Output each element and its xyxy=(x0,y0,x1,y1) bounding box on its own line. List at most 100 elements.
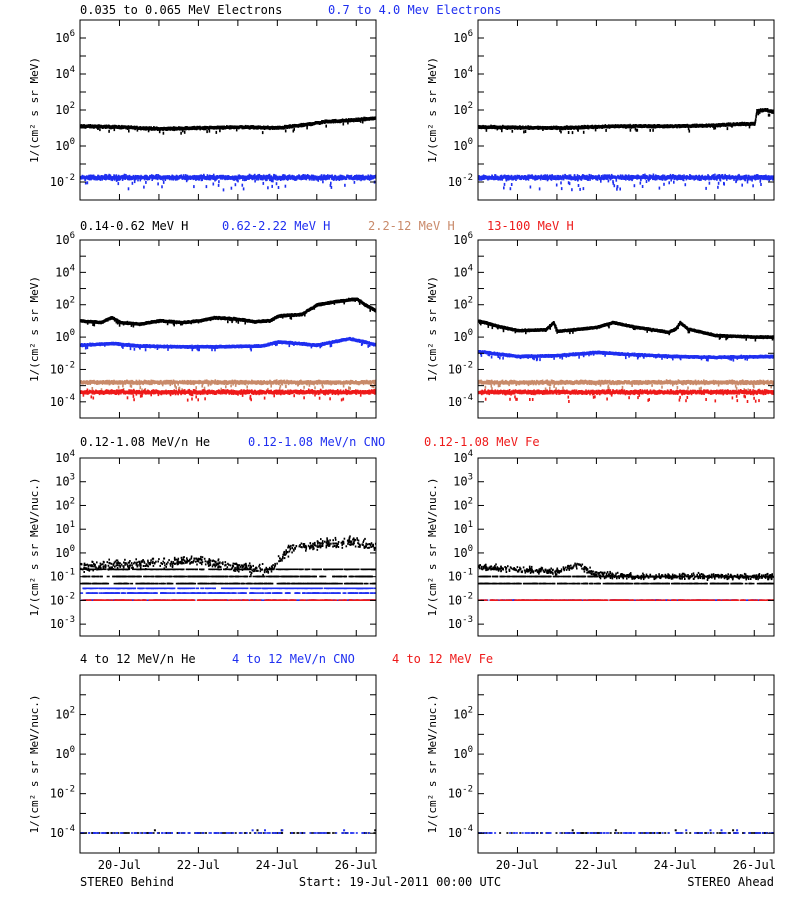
data-point xyxy=(494,177,496,181)
data-point xyxy=(235,128,238,132)
data-point xyxy=(598,174,600,178)
data-point xyxy=(136,128,139,132)
data-point xyxy=(262,176,264,180)
data-point xyxy=(121,178,124,181)
data-point xyxy=(611,176,614,180)
data-point xyxy=(605,128,607,132)
data-point xyxy=(757,112,760,116)
data-point xyxy=(258,173,261,177)
data-point xyxy=(230,186,233,190)
data-point xyxy=(344,183,346,187)
data-point xyxy=(244,175,246,179)
data-point xyxy=(266,177,268,181)
data-point xyxy=(767,113,770,117)
data-point xyxy=(561,177,563,181)
data-point xyxy=(195,177,197,181)
data-point xyxy=(139,178,142,182)
data-point xyxy=(122,345,124,349)
data-point xyxy=(712,174,715,178)
data-point xyxy=(757,174,759,178)
data-point xyxy=(162,131,165,135)
data-point xyxy=(305,177,308,181)
data-point xyxy=(145,174,147,178)
data-point xyxy=(356,177,358,181)
data-point xyxy=(330,175,332,178)
data-point xyxy=(560,130,562,134)
data-point xyxy=(333,301,336,305)
data-point xyxy=(754,119,757,123)
data-point xyxy=(560,181,562,185)
data-point xyxy=(84,346,87,350)
data-point xyxy=(231,320,233,324)
data-point xyxy=(145,180,147,184)
data-point xyxy=(550,177,553,181)
data-point xyxy=(718,174,720,177)
data-point xyxy=(139,346,141,350)
data-point xyxy=(183,130,186,134)
data-point xyxy=(86,321,89,325)
data-point xyxy=(734,175,737,179)
data-point xyxy=(273,174,276,178)
data-point xyxy=(104,173,106,177)
y-axis-label: 1/(cm² s sr MeV) xyxy=(28,57,41,163)
data-point xyxy=(701,174,704,178)
data-point xyxy=(682,178,685,182)
data-point xyxy=(594,128,597,132)
data-point xyxy=(254,179,256,183)
data-point xyxy=(296,177,298,181)
data-point xyxy=(144,348,147,352)
data-point xyxy=(567,131,570,134)
data-point xyxy=(339,174,342,178)
data-point xyxy=(128,129,130,133)
data-point xyxy=(350,174,353,178)
data-point xyxy=(549,177,552,181)
data-point xyxy=(113,128,116,132)
data-point xyxy=(277,186,280,189)
data-point xyxy=(577,184,580,187)
data-point xyxy=(132,324,135,328)
data-point xyxy=(116,175,119,179)
data-point xyxy=(164,178,167,181)
data-point xyxy=(500,174,503,178)
data-point xyxy=(322,180,324,184)
data-point xyxy=(260,175,262,179)
y-tick-label: 104 xyxy=(55,65,75,81)
y-tick-label: 100 xyxy=(453,137,473,153)
data-point xyxy=(133,347,136,351)
data-point xyxy=(185,179,188,183)
data-point xyxy=(290,316,293,320)
data-point xyxy=(171,177,173,181)
y-tick-label: 10-2 xyxy=(448,173,473,189)
data-point xyxy=(242,178,244,181)
data-point xyxy=(754,121,756,125)
series-black xyxy=(478,108,774,135)
data-point xyxy=(577,128,579,132)
data-point xyxy=(268,173,271,177)
data-point xyxy=(108,129,110,133)
series-blue xyxy=(80,173,376,192)
data-point xyxy=(662,174,664,178)
data-point xyxy=(612,180,614,184)
data-point xyxy=(672,174,675,178)
data-point xyxy=(244,321,246,325)
data-point xyxy=(481,175,484,179)
data-point xyxy=(316,175,318,179)
data-point xyxy=(113,174,116,178)
legend-entry: 0.035 to 0.065 MeV Electrons xyxy=(80,3,282,17)
data-point xyxy=(361,120,364,124)
data-point xyxy=(180,131,182,135)
data-point xyxy=(205,185,208,189)
data-point xyxy=(663,174,666,178)
data-point xyxy=(92,323,94,326)
data-point xyxy=(713,126,715,130)
data-point xyxy=(719,178,722,182)
data-point xyxy=(243,178,246,182)
data-point xyxy=(173,323,175,327)
data-point xyxy=(760,183,762,186)
data-point xyxy=(485,128,488,132)
data-point xyxy=(510,174,513,178)
y-tick-label: 104 xyxy=(453,65,473,81)
data-point xyxy=(206,130,208,134)
data-point xyxy=(182,129,184,133)
